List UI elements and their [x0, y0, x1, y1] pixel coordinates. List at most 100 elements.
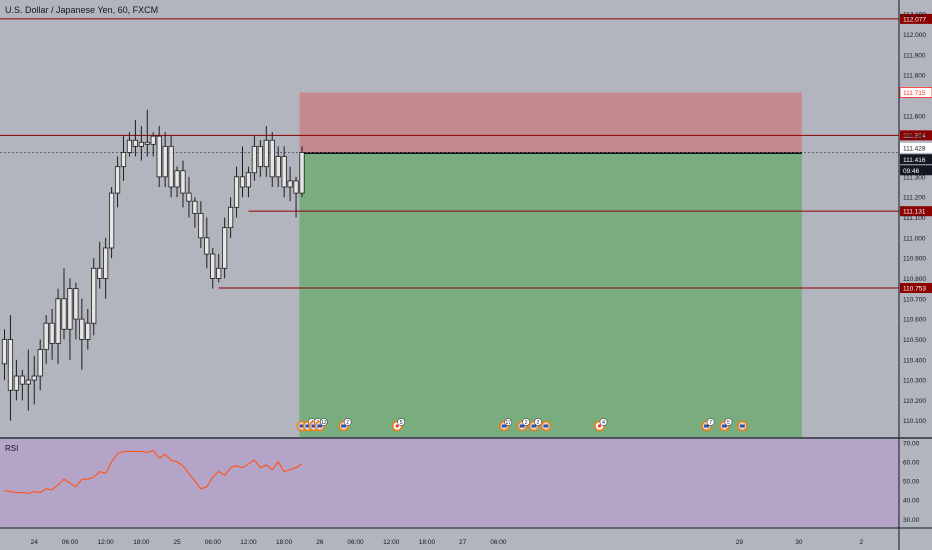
candle-body: [168, 145, 174, 188]
price-axis-tick: 111.500: [903, 134, 926, 141]
event-count-badge: [320, 418, 328, 426]
candle-body: [7, 339, 14, 391]
event-count-label: 4: [602, 420, 605, 426]
usd-flag-stripe: [317, 424, 323, 428]
event-count-badge: [343, 418, 352, 426]
usd-flag-stripe: [501, 424, 507, 428]
take-profit-zone: [299, 153, 802, 437]
rsi-axis-tick: 70.00: [903, 440, 920, 447]
event-count-label: 2: [346, 420, 349, 426]
candle-body: [91, 267, 97, 324]
price-axis-tick: 111.000: [903, 235, 926, 242]
usd-flag-stripe: [531, 424, 537, 428]
candle-body: [210, 253, 216, 279]
price-tag-label: 111.715: [903, 90, 926, 97]
candle-body: [281, 156, 287, 188]
price-axis-tick: 110.700: [903, 296, 926, 303]
price-line-tag-label: 111.504: [903, 133, 926, 140]
time-axis-tick: 2: [859, 539, 863, 546]
candle-body: [222, 227, 228, 269]
price-axis-tick: 110.500: [903, 337, 926, 344]
candle-body: [79, 318, 85, 340]
event-count-label: 17: [506, 420, 512, 426]
candle-body: [257, 145, 263, 168]
usd-flag-stripe: [519, 424, 525, 428]
candle-body: [150, 135, 156, 145]
price-axis-tick: 110.600: [903, 317, 926, 324]
price-axis-tick: 111.100: [903, 215, 926, 222]
candle-body: [269, 139, 275, 178]
candle-body: [204, 237, 210, 255]
usd-flag-stripe: [721, 424, 727, 428]
candle-body: [275, 156, 281, 178]
candle-body: [293, 180, 299, 194]
price-axis-tick: 110.200: [903, 398, 926, 405]
candle-body: [43, 322, 49, 351]
candle-body: [162, 145, 168, 178]
candle-body: [31, 375, 37, 381]
event-count-label: 2: [537, 420, 540, 426]
time-axis-tick: 12:00: [240, 539, 257, 546]
time-axis-tick: 27: [459, 539, 467, 546]
candle-body: [263, 139, 269, 168]
price-axis-tick: 111.800: [903, 73, 926, 80]
price-line-tag-label: 110.753: [903, 286, 926, 293]
rsi-axis-tick: 30.00: [903, 517, 920, 524]
price-axis-tick: 111.600: [903, 113, 926, 120]
candle-body: [227, 206, 234, 229]
candle-body: [192, 200, 198, 214]
event-count-label: 2: [525, 420, 528, 426]
time-axis-tick: 18:00: [276, 539, 293, 546]
price-tag: [900, 142, 932, 153]
candle-body: [37, 349, 43, 377]
usd-flag-stripe: [341, 424, 347, 428]
candle-body: [180, 170, 186, 194]
candle-body: [61, 298, 67, 330]
jpy-flag-dot: [597, 424, 602, 428]
price-tag-label: 09:46: [903, 168, 920, 175]
event-count-label: 5: [727, 420, 730, 426]
candle-body: [239, 176, 246, 188]
usd-flag-stripe: [299, 424, 305, 428]
price-tag: [900, 154, 932, 165]
candle-body: [186, 192, 192, 202]
candle-body: [198, 213, 204, 239]
event-count-badge: [599, 418, 608, 426]
rsi-axis-tick: 50.00: [903, 479, 920, 486]
time-axis-tick: 18:00: [133, 539, 150, 546]
price-axis-tick: 111.200: [903, 195, 926, 202]
candle-body: [25, 379, 31, 385]
price-tag-label: 111.416: [903, 157, 926, 164]
candle-body: [103, 247, 109, 279]
usd-flag-stripe: [543, 424, 549, 428]
time-axis-tick: 30: [795, 539, 803, 546]
candle-body: [132, 139, 138, 147]
rsi-axis-tick: 40.00: [903, 498, 920, 505]
candle-body: [299, 152, 305, 194]
time-axis-tick: 12:00: [98, 539, 115, 546]
candle-body: [19, 375, 25, 385]
time-axis-tick: 06:00: [347, 539, 364, 546]
candle-body: [120, 152, 127, 168]
candle-body: [55, 298, 61, 344]
time-axis-tick: 06:00: [490, 539, 507, 546]
time-axis-tick: 25: [173, 539, 181, 546]
usd-flag-stripe: [305, 424, 311, 428]
price-line-tag: [900, 130, 932, 141]
candle-body: [67, 288, 73, 330]
candle-body: [156, 135, 162, 178]
time-axis-tick: 06:00: [205, 539, 222, 546]
candle-body: [216, 267, 222, 279]
event-count-label: 12: [321, 420, 327, 426]
price-axis-tick: 110.800: [903, 276, 926, 283]
candle-body: [245, 172, 252, 188]
price-line-tag: [900, 206, 932, 217]
usd-flag-stripe: [311, 424, 317, 428]
event-count-badge: [706, 418, 715, 426]
candle-body: [233, 176, 240, 208]
price-axis-tick: 110.100: [903, 418, 926, 425]
event-count-label: 7: [709, 420, 712, 426]
candle-body: [114, 166, 121, 194]
candle-body: [73, 288, 79, 320]
